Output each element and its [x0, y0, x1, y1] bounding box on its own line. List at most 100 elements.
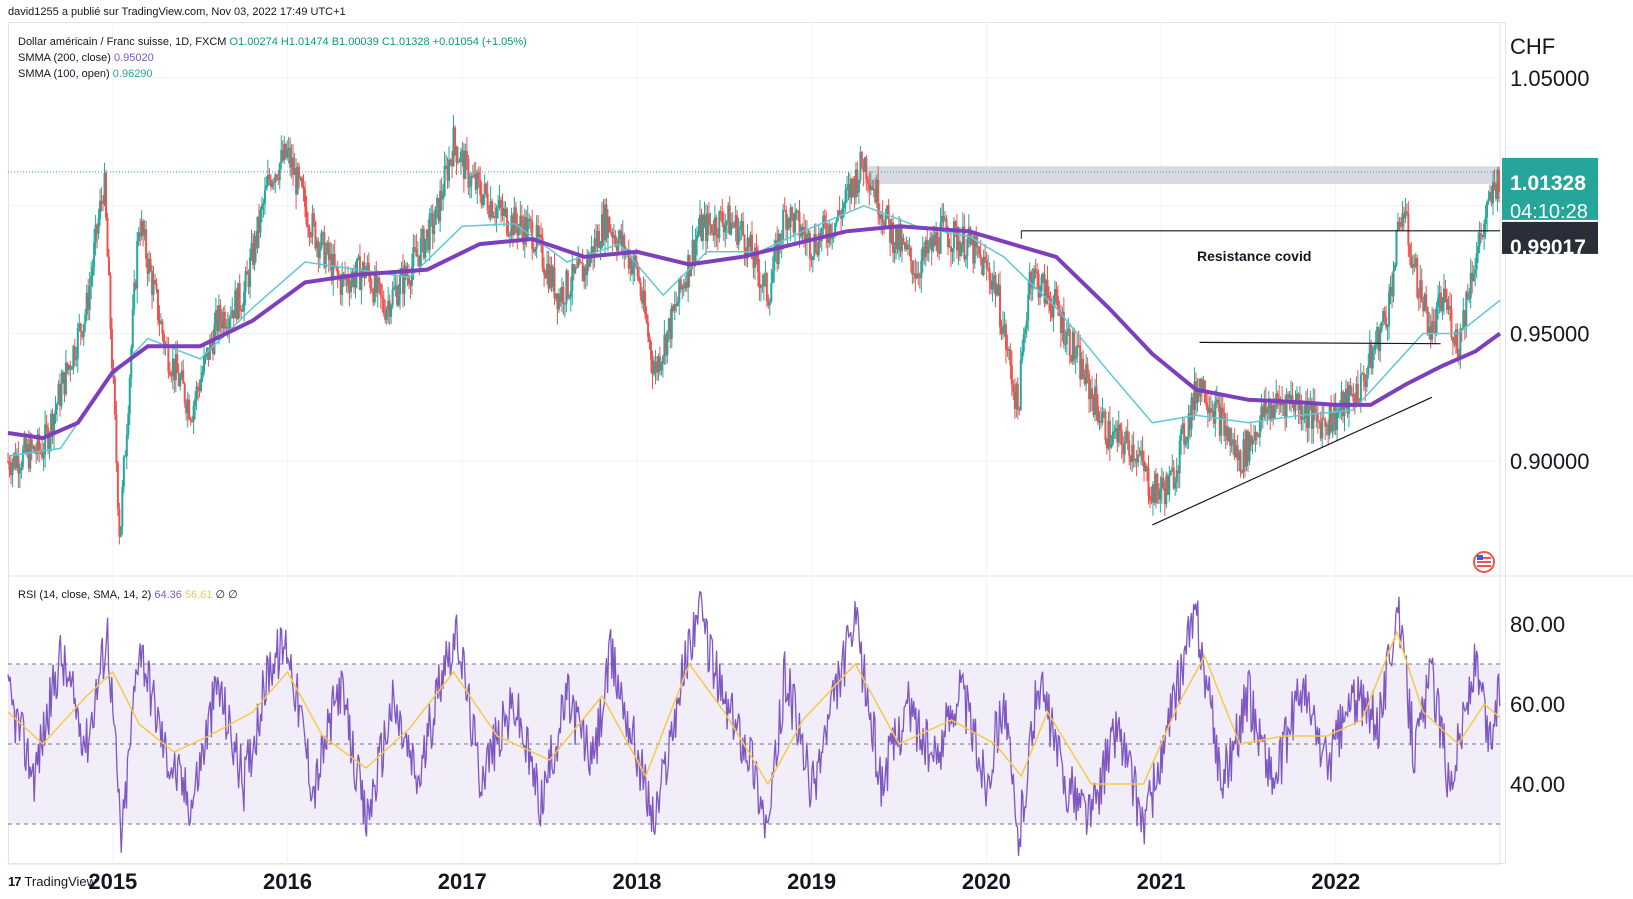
- candle-body: [72, 346, 75, 369]
- candle-body: [394, 285, 397, 288]
- candle-body: [890, 222, 893, 243]
- candle-body: [1147, 467, 1150, 496]
- candle-body: [254, 235, 257, 249]
- candle-body: [323, 232, 326, 268]
- candle-body: [333, 253, 336, 266]
- candle-body: [1266, 408, 1269, 414]
- candle-body: [26, 444, 29, 453]
- candle-body: [605, 204, 608, 238]
- candle-body: [1056, 296, 1059, 311]
- last-price-badge[interactable]: 1.01328 04:10:28: [1502, 157, 1598, 223]
- candle-body: [673, 304, 676, 311]
- neckline: [1199, 341, 1441, 345]
- candle-body: [505, 208, 508, 235]
- candle-body: [1469, 272, 1472, 299]
- candle-body: [1367, 365, 1370, 375]
- candle-body: [106, 217, 109, 257]
- footer[interactable]: 17 TradingView: [8, 874, 96, 889]
- candle-body: [296, 166, 299, 195]
- candle-body: [1242, 439, 1245, 472]
- candle-body: [470, 176, 473, 187]
- candle-body: [216, 310, 219, 332]
- candle-body: [171, 358, 174, 376]
- candle-body: [433, 224, 436, 234]
- candle-body: [1245, 431, 1248, 467]
- candle-body: [498, 199, 501, 207]
- candle-body: [1328, 406, 1331, 435]
- candle-body: [1003, 324, 1006, 327]
- candle-body: [1336, 412, 1339, 431]
- us-flag-icon[interactable]: [1473, 551, 1495, 573]
- symbol-name[interactable]: Dollar américain / Franc suisse, 1D, FXC…: [18, 36, 227, 48]
- candle-body: [947, 232, 950, 248]
- price-tick-label: 0.90000: [1510, 449, 1590, 474]
- candle-body: [1477, 245, 1480, 254]
- level-badge[interactable]: 0.99017: [1502, 221, 1598, 259]
- candle-body: [1159, 488, 1162, 500]
- candle-body: [1438, 292, 1441, 299]
- candle-body: [45, 424, 48, 428]
- candle-body: [289, 147, 292, 168]
- candle-body: [468, 186, 471, 188]
- candle-body: [990, 280, 993, 290]
- smma100-row[interactable]: SMMA (100, open) 0.96290: [18, 66, 527, 82]
- candle-body: [1410, 256, 1413, 268]
- candle-body: [767, 300, 770, 306]
- candle-body: [810, 258, 813, 261]
- candle-body: [608, 216, 611, 232]
- candle-body: [1101, 412, 1104, 423]
- candle-body: [618, 230, 621, 240]
- candle-body: [350, 280, 353, 293]
- candle-body: [188, 399, 191, 420]
- candle-body: [1460, 328, 1463, 330]
- candle-body: [167, 344, 170, 372]
- smma200-row[interactable]: SMMA (200, close) 0.95020: [18, 50, 527, 66]
- candle-body: [580, 262, 583, 264]
- candle-body: [465, 150, 468, 159]
- resistance-covid-label[interactable]: Resistance covid: [1197, 248, 1311, 264]
- candle-body: [462, 150, 465, 179]
- candle-body: [1465, 291, 1468, 327]
- candle-body: [1333, 404, 1336, 424]
- drawings[interactable]: [1020, 230, 1500, 526]
- candle-body: [1287, 394, 1290, 396]
- candle-body: [1251, 439, 1254, 445]
- candle-body: [1269, 403, 1272, 419]
- candle-body: [1394, 264, 1397, 271]
- candle-body: [11, 462, 14, 476]
- rsi-label: RSI (14, close, SMA, 14, 2): [18, 589, 152, 601]
- rsi-legend[interactable]: RSI (14, close, SMA, 14, 2) 64.36 56.61 …: [18, 588, 238, 601]
- candle-body: [575, 267, 578, 269]
- candle-body: [1261, 406, 1264, 417]
- candle-body: [27, 444, 30, 469]
- candle-body: [1004, 324, 1007, 350]
- candle-body: [159, 321, 162, 324]
- candle-body: [976, 246, 979, 248]
- candle-body: [168, 371, 171, 376]
- candle-body: [906, 244, 909, 250]
- candle-body: [601, 214, 604, 248]
- candle-body: [1391, 286, 1394, 297]
- candle-body: [1248, 435, 1251, 462]
- candle-body: [1349, 385, 1352, 396]
- rsi-value: 64.36: [154, 589, 182, 601]
- candle-body: [225, 326, 228, 329]
- candle-body: [553, 267, 556, 299]
- candle-body: [865, 157, 868, 180]
- candle-body: [91, 266, 94, 277]
- candle-body: [299, 177, 302, 179]
- candle-body: [917, 273, 920, 278]
- candle-body: [1039, 291, 1042, 298]
- candle-body: [1007, 349, 1010, 351]
- candle-body: [428, 213, 431, 250]
- candle-body: [510, 215, 513, 235]
- candle-body: [1385, 317, 1388, 328]
- candle-body: [981, 257, 984, 275]
- candle-body: [1462, 310, 1465, 330]
- candle-body: [1186, 436, 1189, 443]
- time-tick-label: 2019: [787, 869, 836, 894]
- candle-body: [1307, 409, 1310, 428]
- candle-body: [795, 210, 798, 213]
- candle-body: [133, 282, 136, 310]
